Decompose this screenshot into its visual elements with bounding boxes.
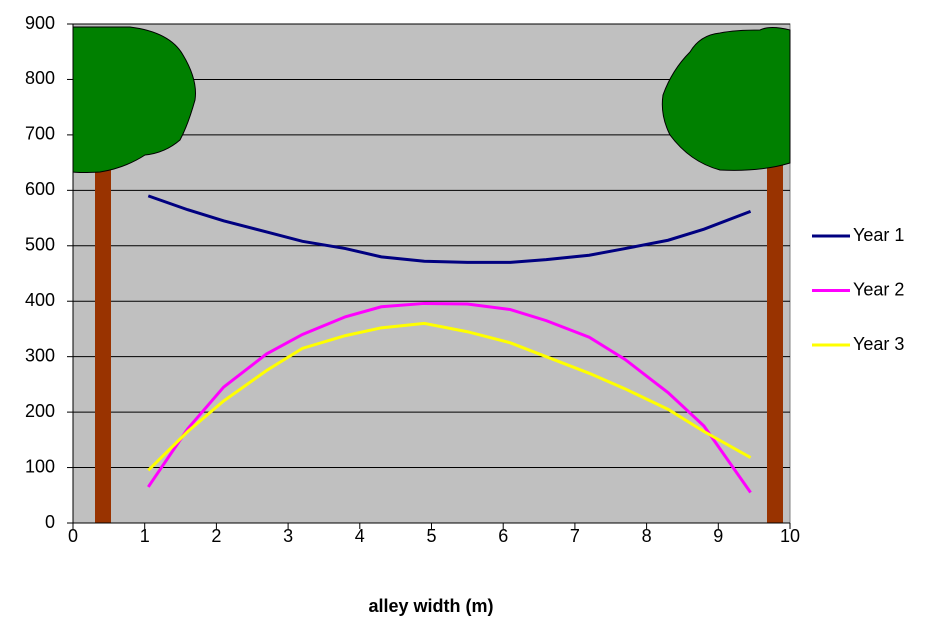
tree-trunk [767, 160, 783, 523]
y-tick-label: 700 [25, 124, 55, 144]
y-tick-label: 800 [25, 68, 55, 88]
y-tick-label: 200 [25, 401, 55, 421]
y-tick-label: 500 [25, 235, 55, 255]
y-tick-label: 300 [25, 345, 55, 365]
legend-label: Year 2 [853, 279, 904, 299]
y-tick-label: 900 [25, 13, 55, 33]
y-tick-label: 600 [25, 179, 55, 199]
legend-label: Year 3 [853, 334, 904, 354]
x-axis-label: alley width (m) [368, 596, 493, 616]
y-tick-label: 0 [45, 512, 55, 532]
chart: alley width (m) 0 100 200 300 400 500 600 700 80… [0, 0, 941, 623]
y-tick-label: 400 [25, 290, 55, 310]
y-tick-label: 100 [25, 456, 55, 476]
tree-trunk [95, 160, 111, 523]
legend-label: Year 1 [853, 225, 904, 245]
